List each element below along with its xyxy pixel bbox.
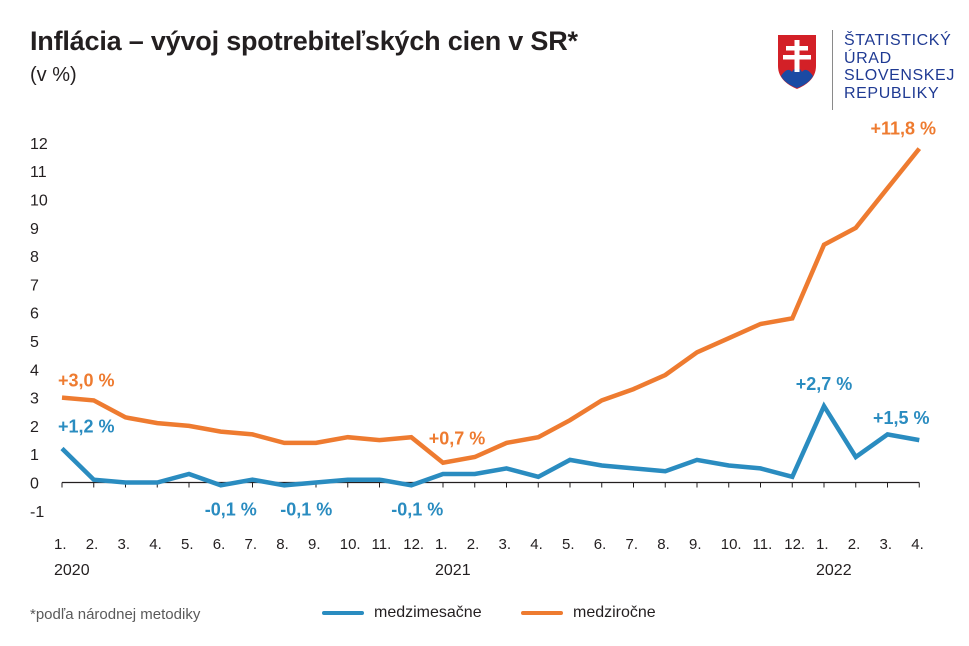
x-tick-label: 8.: [276, 536, 289, 553]
x-tick-label: 2.: [467, 536, 480, 553]
x-tick-label: 11.: [372, 536, 392, 553]
legend-label-mom: medzimesačne: [374, 604, 482, 621]
x-tick-label: 3.: [880, 536, 893, 553]
logo-line: ŠTATISTICKÝ: [844, 32, 952, 49]
x-tick-label: 7.: [245, 536, 258, 553]
legend-swatch-yoy: [521, 611, 563, 615]
x-tick-label: 2.: [848, 536, 861, 553]
x-tick-label: 10.: [340, 536, 361, 553]
x-year-label: 2020: [54, 562, 90, 579]
y-tick-label: 2: [30, 419, 39, 436]
y-tick-label: 9: [30, 221, 39, 238]
x-tick-label: 9.: [308, 536, 321, 553]
data-label-mom: -0,1 %: [280, 499, 332, 519]
logo-line: REPUBLIKY: [844, 84, 940, 102]
legend-swatch-mom: [322, 611, 364, 615]
series-line-mom: [60, 401, 920, 488]
y-tick-label: 0: [30, 476, 39, 493]
logo-line: SLOVENSKEJ: [844, 67, 955, 84]
data-label-mom: +1,5 %: [873, 408, 930, 428]
x-year-label: 2022: [816, 562, 852, 579]
y-tick-label: 8: [30, 249, 39, 266]
x-tick-label: 9.: [689, 536, 702, 553]
x-tick-label: 1.: [54, 536, 67, 553]
x-tick-label: 11.: [753, 536, 773, 553]
x-tick-label: 4.: [149, 536, 162, 553]
data-label-yoy: +3,0 %: [58, 371, 115, 391]
y-tick-label: 6: [30, 306, 39, 323]
y-tick-label: 12: [30, 136, 48, 153]
y-tick-label: 3: [30, 391, 39, 408]
logo-line: ÚRAD: [844, 49, 892, 67]
chart-title: Inflácia – vývoj spotrebiteľských cien v…: [30, 26, 578, 56]
legend-item-mom: medzimesačne: [322, 604, 482, 622]
legend-item-yoy: medziročne: [521, 604, 656, 622]
x-tick-label: 2.: [86, 536, 99, 553]
x-tick-label: 5.: [562, 536, 575, 553]
chart-subtitle: (v %): [30, 64, 77, 86]
x-tick-label: 1.: [435, 536, 448, 553]
y-tick-label: 4: [30, 362, 39, 379]
y-tick-label: 7: [30, 277, 39, 294]
data-label-mom: +1,2 %: [58, 417, 115, 437]
data-label-mom: -0,1 %: [391, 499, 443, 519]
x-year-label: 2021: [435, 562, 471, 579]
logo-text: ŠTATISTICKÝ ÚRAD SLOVENSKEJ REPUBLIKY: [844, 32, 955, 102]
data-label-mom: -0,1 %: [205, 499, 257, 519]
y-tick-label: 1: [30, 447, 39, 464]
y-tick-label: 10: [30, 193, 48, 210]
x-tick-label: 7.: [626, 536, 639, 553]
x-tick-label: 5.: [181, 536, 194, 553]
x-tick-label: 4.: [530, 536, 543, 553]
x-tick-label: 1.: [816, 536, 829, 553]
footnote: *podľa národnej metodiky: [30, 606, 201, 623]
x-tick-label: 8.: [657, 536, 670, 553]
data-label-mom: +2,7 %: [796, 374, 853, 394]
y-tick-label: 11: [30, 164, 47, 181]
x-tick-label: 12.: [784, 536, 805, 553]
legend-label-yoy: medziročne: [573, 604, 656, 621]
x-tick-label: 6.: [594, 536, 607, 553]
x-tick-label: 12.: [403, 536, 424, 553]
x-tick-label: 6.: [213, 536, 226, 553]
x-tick-label: 4.: [911, 536, 924, 553]
logo-divider: [832, 30, 833, 110]
series-line-yoy: [61, 147, 922, 466]
data-label-yoy: +0,7 %: [429, 429, 486, 449]
y-tick-label: -1: [30, 504, 44, 521]
x-tick-label: 10.: [721, 536, 742, 553]
data-label-yoy: +11,8 %: [870, 119, 936, 139]
slovak-coat-of-arms-icon: [776, 33, 818, 92]
x-tick-label: 3.: [118, 536, 131, 553]
x-tick-label: 3.: [499, 536, 512, 553]
statistics-office-logo: [775, 30, 965, 112]
y-tick-label: 5: [30, 334, 39, 351]
